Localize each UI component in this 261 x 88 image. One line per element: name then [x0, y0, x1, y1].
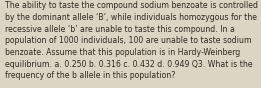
Text: The ability to taste the compound sodium benzoate is controlled
by the dominant : The ability to taste the compound sodium…	[5, 1, 258, 80]
